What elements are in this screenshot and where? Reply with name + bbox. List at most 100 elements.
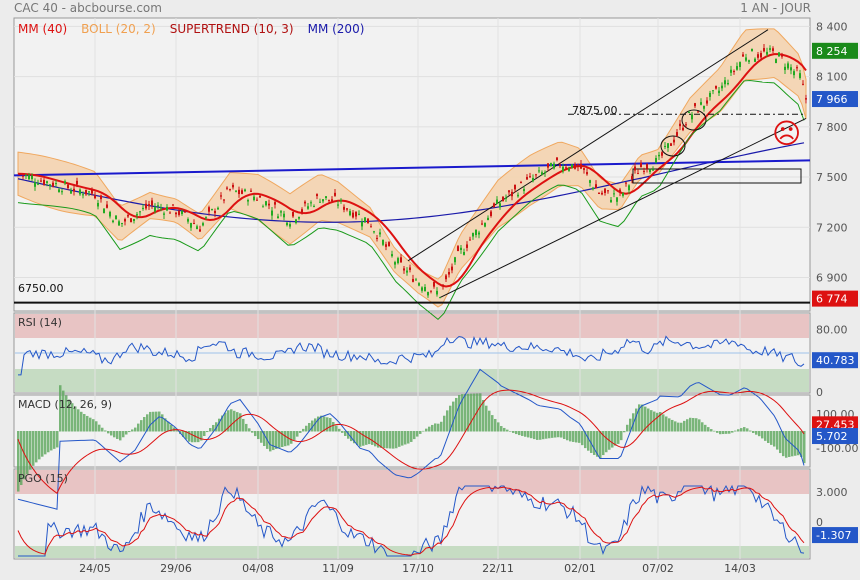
- candle-body: [418, 283, 420, 286]
- macd-histogram-bar: [23, 431, 26, 480]
- pgo-upper-zone: [15, 470, 809, 494]
- candle-body: [187, 219, 189, 222]
- macd-histogram-bar: [143, 417, 146, 432]
- candle-body: [142, 207, 144, 209]
- candle-body: [376, 237, 378, 239]
- macd-histogram-bar: [599, 431, 602, 459]
- candle-body: [211, 209, 213, 211]
- pgo-badge: -1.307: [816, 529, 851, 542]
- macd-histogram-bar: [176, 430, 179, 432]
- candle-body: [451, 266, 453, 271]
- macd-histogram-bar: [686, 419, 689, 432]
- macd-histogram-bar: [638, 404, 641, 432]
- channel-upper: [407, 29, 769, 262]
- macd-histogram-bar: [392, 431, 395, 449]
- macd-histogram-bar: [644, 406, 647, 432]
- candle-body: [652, 169, 654, 171]
- candle-body: [193, 223, 195, 225]
- macd-histogram-bar: [38, 431, 41, 460]
- macd-histogram-bar: [737, 429, 740, 432]
- macd-histogram-bar: [167, 421, 170, 432]
- macd-histogram-bar: [692, 418, 695, 432]
- candle-body: [250, 190, 252, 192]
- price-badge-bg: [812, 91, 858, 108]
- candle-body: [676, 132, 678, 136]
- candle-body: [757, 54, 759, 58]
- candle-body: [25, 174, 27, 176]
- macd-histogram-bar: [335, 425, 338, 432]
- candle-body: [706, 100, 708, 104]
- macd-histogram-bar: [158, 411, 161, 432]
- chart-source-title: CAC 40 - abcbourse.com: [14, 1, 162, 15]
- macd-histogram-bar: [473, 393, 476, 432]
- macd-histogram-bar: [566, 431, 569, 441]
- candle-body: [40, 180, 42, 182]
- macd-histogram-bar: [548, 431, 551, 439]
- candle-body: [445, 275, 447, 280]
- candle-body: [400, 257, 402, 263]
- macd-histogram-bar: [239, 413, 242, 432]
- macd-histogram-bar: [68, 399, 71, 432]
- candle-body: [502, 196, 504, 202]
- macd-histogram-bar: [398, 431, 401, 447]
- macd-histogram-bar: [308, 422, 311, 432]
- candle-body: [742, 54, 744, 57]
- macd-histogram-bar: [707, 427, 710, 432]
- macd-histogram-bar: [320, 415, 323, 432]
- macd-histogram-bar: [377, 431, 380, 448]
- candle-body: [430, 290, 432, 292]
- macd-histogram-bar: [632, 413, 635, 432]
- candle-body: [46, 181, 48, 183]
- macd-histogram-bar: [653, 411, 656, 432]
- candle-body: [118, 221, 120, 226]
- candle-body: [592, 187, 594, 190]
- macd-histogram-bar: [710, 429, 713, 432]
- candle-body: [130, 218, 132, 223]
- candle-body: [268, 203, 270, 206]
- macd-histogram-bar: [290, 431, 293, 444]
- macd-histogram-bar: [602, 431, 605, 456]
- candle-body: [715, 86, 717, 89]
- macd-histogram-bar: [563, 431, 566, 439]
- macd-histogram-bar: [374, 431, 377, 447]
- candle-body: [613, 193, 615, 195]
- candle-body: [664, 145, 666, 147]
- macd-histogram-bar: [32, 431, 35, 466]
- candle-body: [559, 164, 561, 167]
- macd-histogram-bar: [311, 420, 314, 432]
- macd-histogram-bar: [611, 431, 614, 448]
- supertrend-line: [17, 79, 805, 321]
- pgo-lower-zone: [15, 546, 809, 558]
- candle-body: [178, 210, 180, 215]
- candle-body: [214, 210, 216, 214]
- macd-histogram-bar: [131, 429, 134, 432]
- macd-histogram-bar: [491, 415, 494, 432]
- candle-body: [484, 222, 486, 227]
- macd-histogram-bar: [338, 428, 341, 432]
- candle-body: [601, 192, 603, 195]
- candle-body: [274, 202, 276, 205]
- macd-histogram-bar: [269, 431, 272, 452]
- candle-body: [577, 164, 579, 167]
- candle-body: [412, 278, 414, 282]
- candle-body: [223, 199, 225, 201]
- macd-histogram-bar: [521, 431, 524, 436]
- macd-histogram-bar: [581, 431, 584, 446]
- candle-body: [202, 223, 204, 226]
- macd-histogram-bar: [89, 417, 92, 432]
- macd-histogram-bar: [509, 431, 512, 432]
- candle-body: [106, 204, 108, 208]
- candle-body: [562, 166, 564, 172]
- macd-histogram-bar: [128, 431, 131, 433]
- candle-body: [238, 189, 240, 195]
- macd-histogram-bar: [80, 411, 83, 432]
- candle-body: [637, 173, 639, 175]
- macd-histogram-bar: [164, 418, 167, 432]
- candle-body: [34, 182, 36, 187]
- candle-body: [100, 195, 102, 200]
- y-tick-label: 7 800: [816, 121, 848, 134]
- macd-histogram-bar: [440, 421, 443, 432]
- candle-body: [754, 58, 756, 62]
- candle-body: [52, 182, 54, 187]
